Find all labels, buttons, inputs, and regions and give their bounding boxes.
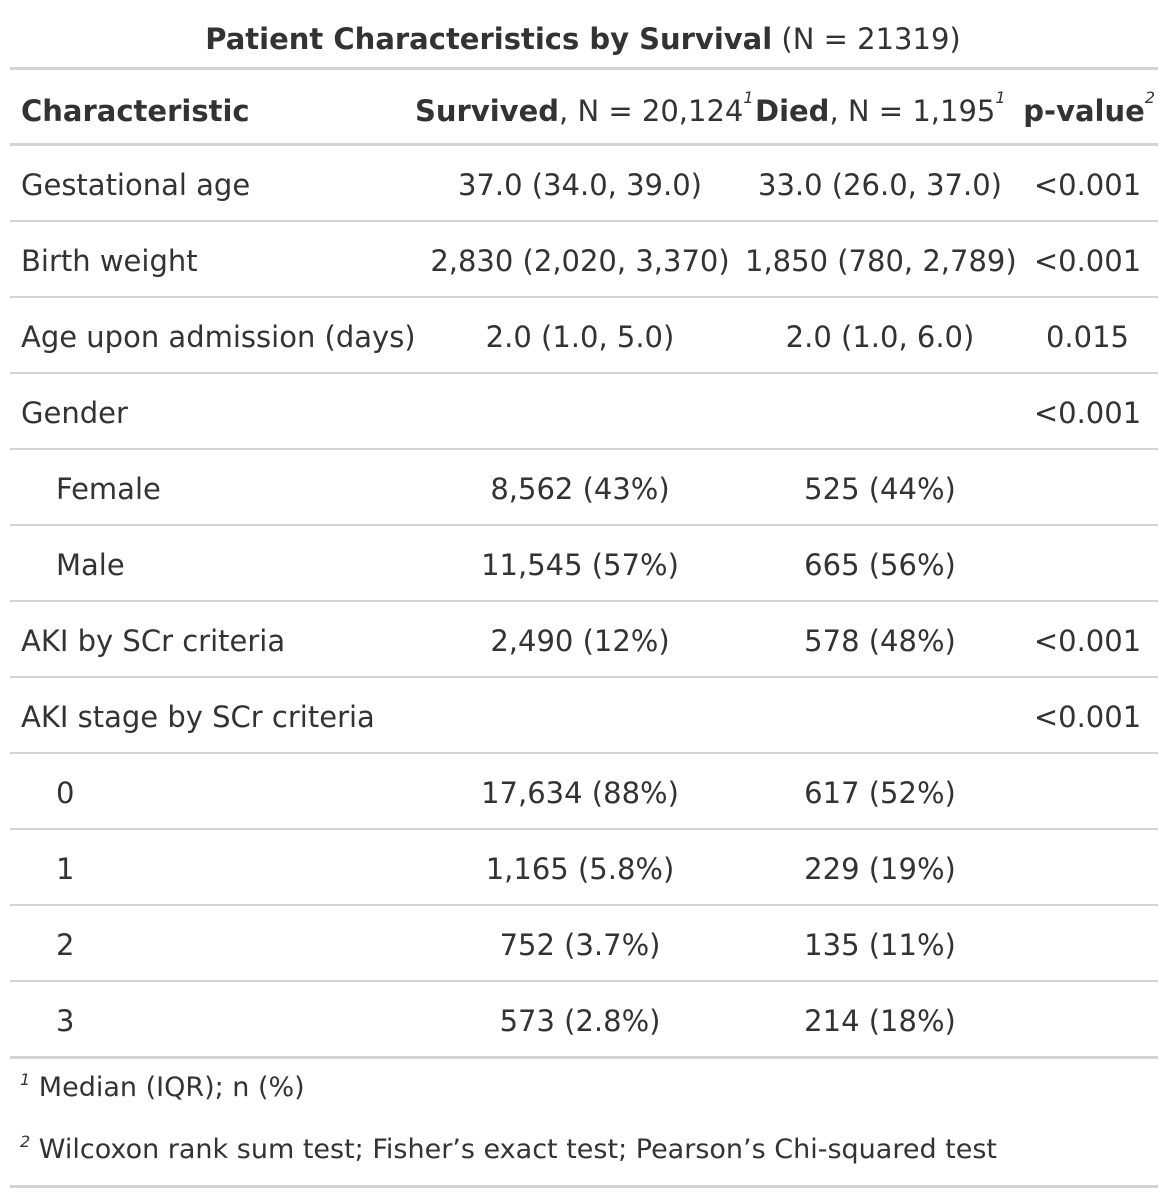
header-pvalue-label: p-value <box>1023 94 1145 128</box>
row-characteristic: Male <box>56 548 125 582</box>
row-characteristic: Gender <box>21 396 128 430</box>
row-divider <box>10 372 1158 374</box>
row-died: 617 (52%) <box>804 776 956 810</box>
header-characteristic-label: Characteristic <box>21 94 250 128</box>
row-pvalue: 0.015 <box>1045 320 1130 354</box>
row-survived: 2.0 (1.0, 5.0) <box>485 320 675 354</box>
footnote-2-text: Wilcoxon rank sum test; Fisher’s exact t… <box>38 1134 998 1165</box>
row-divider <box>10 524 1158 526</box>
footnote-2: 2 Wilcoxon rank sum test; Fisher’s exact… <box>20 1132 998 1166</box>
row-characteristic: Birth weight <box>21 244 198 278</box>
row-characteristic: 0 <box>56 776 75 810</box>
row-died: 525 (44%) <box>804 472 956 506</box>
row-survived: 752 (3.7%) <box>499 928 661 962</box>
header-died-label: Died <box>755 94 830 128</box>
table-row: 3 573 (2.8%) 214 (18%) <box>10 984 1158 1058</box>
row-pvalue: <0.001 <box>1033 168 1142 202</box>
row-pvalue <box>1020 984 1155 1058</box>
row-survived: 2,830 (2,020, 3,370) <box>430 244 730 278</box>
row-characteristic: AKI by SCr criteria <box>21 624 286 658</box>
header-pvalue: p-value2 <box>1020 72 1155 146</box>
table-row: Gestational age 37.0 (34.0, 39.0) 33.0 (… <box>10 148 1158 222</box>
row-pvalue <box>1020 452 1155 526</box>
row-characteristic: 2 <box>56 928 75 962</box>
row-pvalue: <0.001 <box>1033 700 1142 734</box>
row-survived: 17,634 (88%) <box>481 776 679 810</box>
footnote-1: 1 Median (IQR); n (%) <box>20 1070 305 1104</box>
table-row: 0 17,634 (88%) 617 (52%) <box>10 756 1158 830</box>
row-divider <box>10 752 1158 754</box>
header-died-n: , N = 1,195 <box>829 94 996 128</box>
footnote-2-mark: 2 <box>20 1132 31 1151</box>
row-died: 1,850 (780, 2,789) <box>745 244 1017 278</box>
row-pvalue: <0.001 <box>1033 396 1142 430</box>
row-survived: 37.0 (34.0, 39.0) <box>458 168 702 202</box>
row-survived: 1,165 (5.8%) <box>485 852 675 886</box>
row-survived: 8,562 (43%) <box>490 472 670 506</box>
row-pvalue: <0.001 <box>1033 624 1142 658</box>
header-died-footnote-mark: 1 <box>995 88 1006 107</box>
table-row: 1 1,165 (5.8%) 229 (19%) <box>10 832 1158 906</box>
table-title: Patient Characteristics by Survival (N =… <box>0 18 1166 60</box>
row-died: 135 (11%) <box>804 928 956 962</box>
row-survived: 2,490 (12%) <box>490 624 670 658</box>
header-survived-footnote-mark: 1 <box>743 88 754 107</box>
table-row: Age upon admission (days) 2.0 (1.0, 5.0)… <box>10 300 1158 374</box>
table-header: Characteristic Survived, N = 20,1241 Die… <box>10 72 1158 146</box>
table-row: AKI stage by SCr criteria <0.001 <box>10 680 1158 754</box>
row-characteristic: 3 <box>56 1004 75 1038</box>
row-died: 33.0 (26.0, 37.0) <box>758 168 1002 202</box>
row-pvalue <box>1020 908 1155 982</box>
row-divider <box>10 296 1158 298</box>
footnote-1-mark: 1 <box>20 1070 31 1089</box>
table-row: 2 752 (3.7%) 135 (11%) <box>10 908 1158 982</box>
row-pvalue <box>1020 528 1155 602</box>
row-died: 214 (18%) <box>804 1004 956 1038</box>
table-title-sub: (N = 21319) <box>781 22 961 56</box>
bottom-rule <box>10 1185 1158 1188</box>
row-characteristic: Female <box>56 472 161 506</box>
row-survived: 573 (2.8%) <box>499 1004 661 1038</box>
row-divider <box>10 600 1158 602</box>
row-died: 2.0 (1.0, 6.0) <box>785 320 975 354</box>
row-pvalue: <0.001 <box>1033 244 1142 278</box>
row-survived <box>430 376 730 450</box>
header-died: Died, N = 1,1951 <box>755 72 1006 146</box>
table-row: Gender <0.001 <box>10 376 1158 450</box>
table-row: Birth weight 2,830 (2,020, 3,370) 1,850 … <box>10 224 1158 298</box>
header-rule <box>10 143 1158 146</box>
row-characteristic: Gestational age <box>21 168 251 202</box>
table-row: Male 11,545 (57%) 665 (56%) <box>10 528 1158 602</box>
header-characteristic: Characteristic <box>21 72 250 146</box>
row-died: 229 (19%) <box>804 852 956 886</box>
row-died: 665 (56%) <box>804 548 956 582</box>
row-divider <box>10 676 1158 678</box>
table-row: Female 8,562 (43%) 525 (44%) <box>10 452 1158 526</box>
row-divider <box>10 828 1158 830</box>
top-rule <box>10 67 1158 70</box>
header-survived-n: , N = 20,124 <box>559 94 744 128</box>
row-divider <box>10 904 1158 906</box>
row-survived: 11,545 (57%) <box>481 548 679 582</box>
body-bottom-rule <box>10 1056 1158 1059</box>
row-divider <box>10 448 1158 450</box>
row-pvalue <box>1020 832 1155 906</box>
row-pvalue <box>1020 756 1155 830</box>
row-died: 578 (48%) <box>804 624 956 658</box>
header-survived: Survived, N = 20,1241 <box>415 72 754 146</box>
table-title-main: Patient Characteristics by Survival <box>205 22 773 56</box>
row-died <box>745 376 1015 450</box>
table-row: AKI by SCr criteria 2,490 (12%) 578 (48%… <box>10 604 1158 678</box>
footnote-1-text: Median (IQR); n (%) <box>38 1072 305 1103</box>
row-divider <box>10 220 1158 222</box>
row-died <box>745 680 1015 754</box>
row-divider <box>10 980 1158 982</box>
row-characteristic: AKI stage by SCr criteria <box>21 700 375 734</box>
header-pvalue-footnote-mark: 2 <box>1144 88 1155 107</box>
row-characteristic: 1 <box>56 852 75 886</box>
row-characteristic: Age upon admission (days) <box>21 320 416 354</box>
header-survived-label: Survived <box>415 94 560 128</box>
row-survived <box>430 680 730 754</box>
